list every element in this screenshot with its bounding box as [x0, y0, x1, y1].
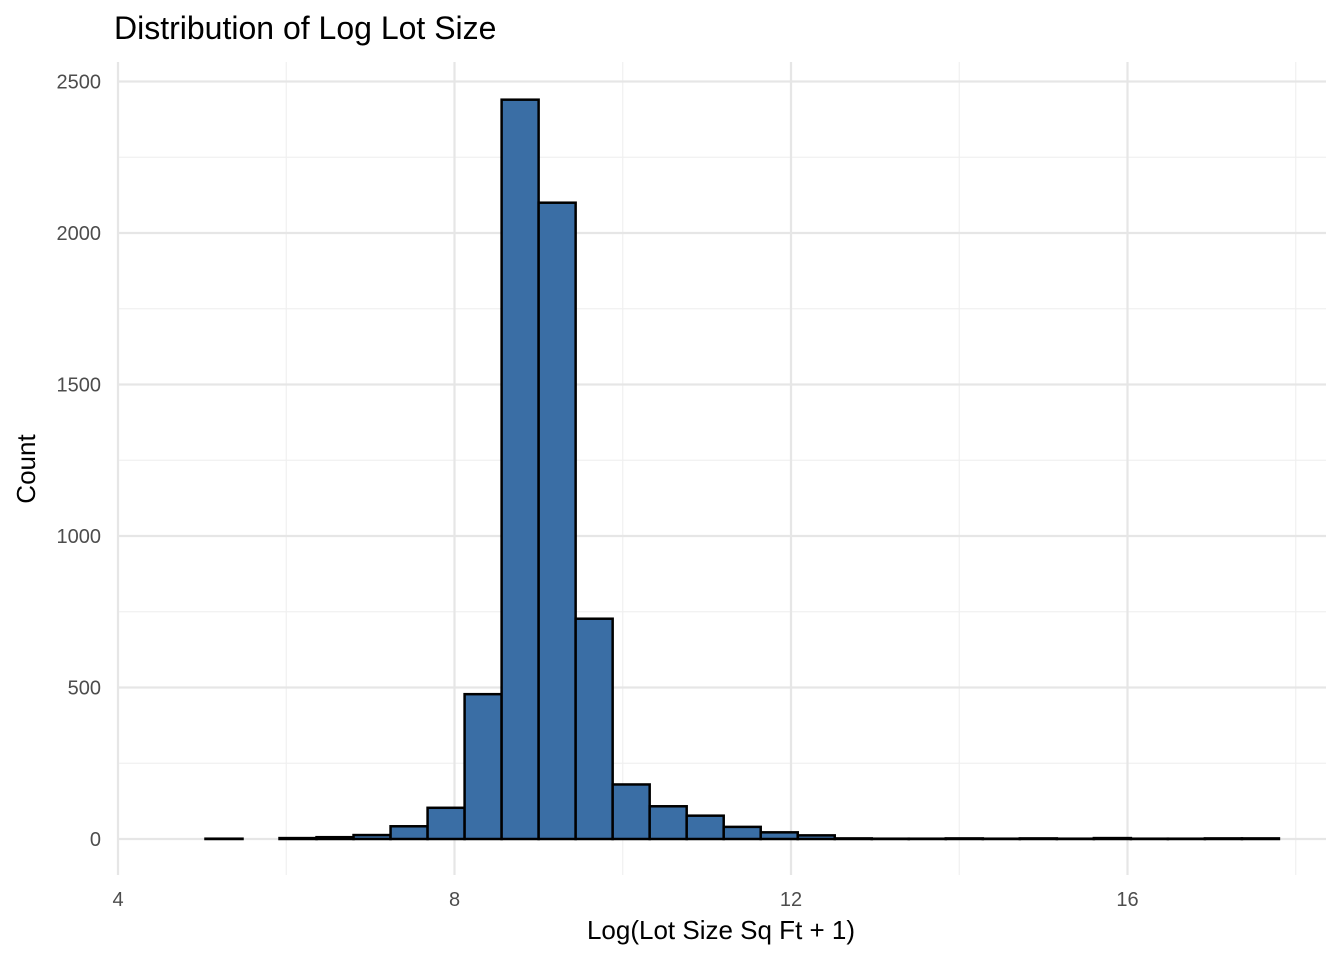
histogram-bar	[685, 814, 725, 841]
chart-title: Distribution of Log Lot Size	[114, 10, 496, 46]
histogram-bar	[1240, 837, 1281, 841]
histogram-bar	[1092, 836, 1133, 841]
histogram-bar	[352, 833, 392, 841]
y-tick-label: 2000	[57, 223, 102, 245]
x-tick-labels: 4 8 12 16	[112, 889, 1138, 911]
histogram-bar	[463, 692, 503, 841]
histogram-bar	[1203, 837, 1244, 841]
y-tick-label: 1000	[57, 526, 102, 548]
y-tick-label: 2500	[57, 72, 102, 94]
x-tick-label: 12	[780, 889, 802, 911]
y-axis-title: Count	[11, 434, 41, 504]
y-tick-labels: 0 500 1000 1500 2000 2500	[57, 72, 102, 852]
histogram-bar	[759, 831, 799, 841]
histogram-bar	[315, 835, 355, 841]
histogram-bar	[648, 805, 688, 841]
histogram-bar	[389, 825, 429, 841]
histogram-bar	[1018, 837, 1059, 841]
x-tick-label: 8	[449, 889, 460, 911]
histogram-bar	[278, 836, 318, 841]
histogram-bar	[944, 837, 985, 841]
x-axis-title: Log(Lot Size Sq Ft + 1)	[587, 915, 855, 945]
grid	[116, 62, 1326, 875]
bars	[204, 98, 1281, 841]
y-tick-label: 1500	[57, 375, 102, 397]
histogram-bar	[722, 825, 762, 841]
y-tick-label: 0	[90, 829, 101, 851]
histogram-bar	[574, 617, 614, 841]
histogram-bar	[537, 201, 577, 841]
histogram-bar	[833, 837, 874, 841]
x-tick-label: 16	[1116, 889, 1138, 911]
histogram-bar	[500, 98, 540, 841]
y-tick-label: 500	[68, 678, 101, 700]
histogram-bar	[796, 834, 836, 841]
histogram-bar	[426, 806, 466, 841]
x-tick-label: 4	[112, 889, 123, 911]
histogram-bar	[611, 783, 651, 841]
